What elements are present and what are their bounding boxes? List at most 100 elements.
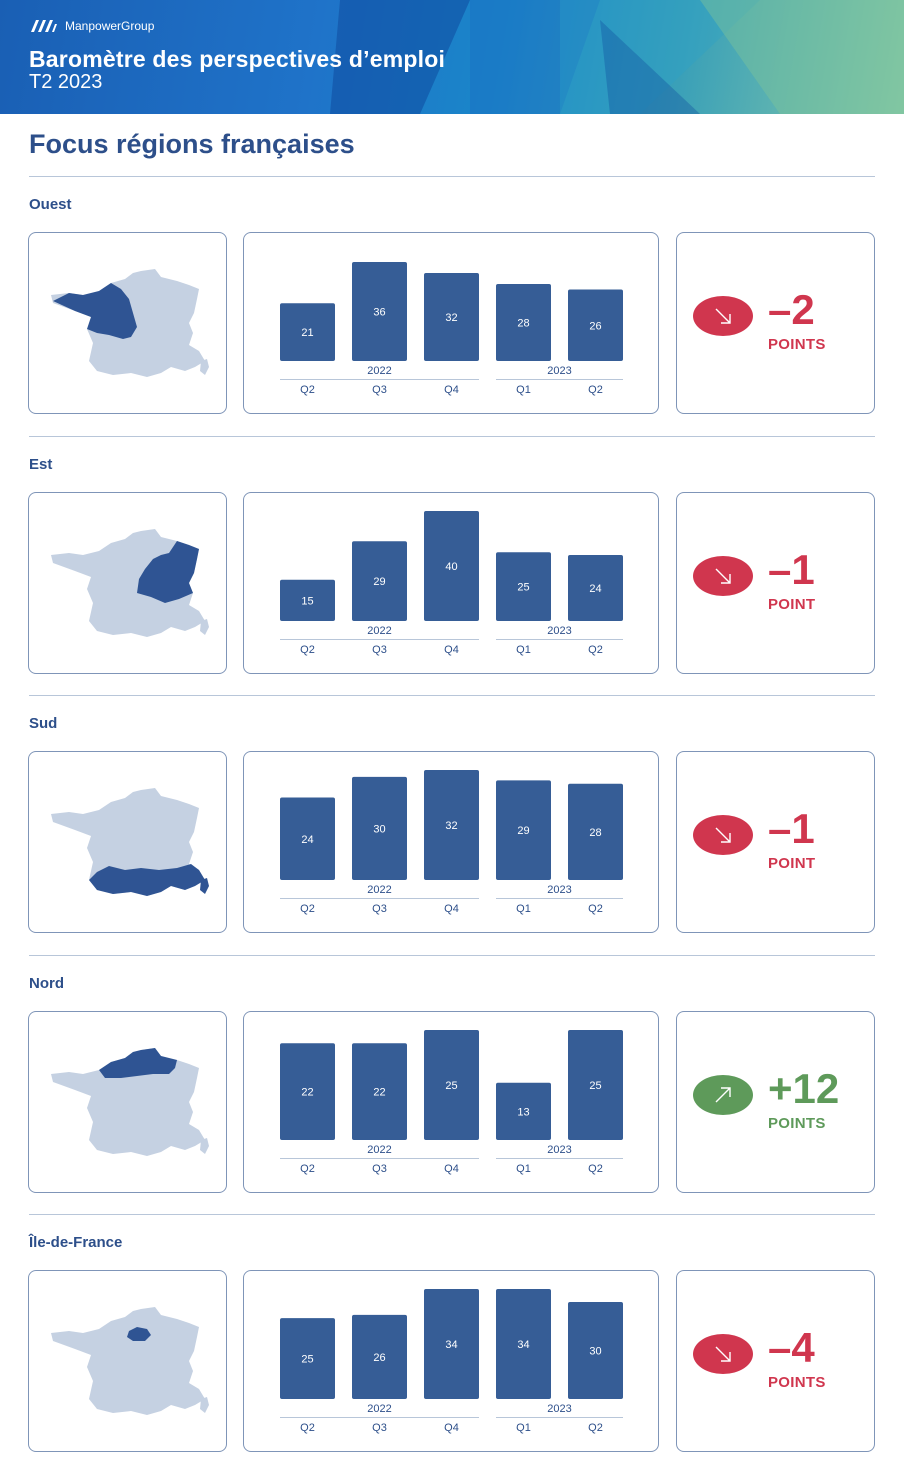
bar-value-label: 32	[445, 820, 457, 832]
divider	[29, 695, 875, 696]
region-title: Sud	[29, 715, 58, 732]
header-banner: ManpowerGroup Baromètre des perspectives…	[0, 0, 904, 114]
x-tick-label: Q3	[372, 1163, 387, 1175]
x-tick-label: Q2	[300, 644, 315, 656]
x-tick-label: Q4	[444, 903, 459, 915]
bar-chart: 24 Q2 30 Q3 32 Q4 29 Q1 28 Q2 2022 2023	[280, 770, 623, 915]
bar	[352, 1043, 407, 1140]
bar-value-label: 25	[589, 1080, 601, 1092]
bar	[496, 552, 551, 621]
brand-name: ManpowerGroup	[65, 19, 155, 33]
bar-chart-card: 15 Q2 29 Q3 40 Q4 25 Q1 24 Q2 2022 2023	[243, 492, 659, 674]
bar	[424, 770, 479, 880]
x-tick-label: Q3	[372, 1422, 387, 1434]
x-tick-label: Q1	[516, 644, 531, 656]
year-group-label: 2022	[367, 625, 391, 637]
x-tick-label: Q1	[516, 903, 531, 915]
bar	[496, 1289, 551, 1399]
x-tick-label: Q4	[444, 1163, 459, 1175]
delta-value: –4	[768, 1324, 815, 1371]
france-map-icon	[51, 1307, 209, 1415]
x-tick-label: Q2	[588, 384, 603, 396]
banner-title: Baromètre des perspectives d’emploi	[29, 46, 446, 72]
region-map-card	[28, 232, 227, 414]
bar-value-label: 25	[301, 1354, 313, 1366]
france-map-icon	[51, 1048, 209, 1156]
x-tick-label: Q4	[444, 384, 459, 396]
bar-value-label: 15	[301, 595, 313, 607]
delta-unit: POINTS	[768, 1374, 826, 1391]
trend-up-icon	[693, 1075, 753, 1115]
delta-unit: POINTS	[768, 1115, 826, 1132]
banner-subtitle: T2 2023	[29, 71, 103, 93]
year-group-label: 2023	[547, 365, 571, 377]
region-title: Île-de-France	[29, 1234, 123, 1251]
bar-value-label: 13	[517, 1106, 529, 1118]
bar-value-label: 34	[517, 1339, 529, 1351]
delta-value: +12	[768, 1065, 840, 1112]
bar	[424, 511, 479, 621]
bar-value-label: 24	[301, 834, 313, 846]
region-map-card	[28, 1270, 227, 1452]
year-group-label: 2023	[547, 625, 571, 637]
bar-value-label: 26	[373, 1352, 385, 1364]
delta-card: –1 POINT	[676, 492, 875, 674]
bar-value-label: 29	[517, 825, 529, 837]
delta-value: –2	[768, 286, 815, 333]
delta-card: +12 POINTS	[676, 1011, 875, 1193]
highlighted-region	[53, 283, 137, 339]
bar-value-label: 28	[517, 318, 529, 330]
france-map-icon	[51, 529, 209, 637]
corse-outline	[200, 619, 209, 635]
year-group-label: 2023	[547, 1403, 571, 1415]
trend-down-icon	[693, 815, 753, 855]
delta-card: –4 POINTS	[676, 1270, 875, 1452]
bar	[280, 1043, 335, 1140]
page-title: Focus régions françaises	[29, 129, 355, 159]
bar-value-label: 36	[373, 307, 385, 319]
highlighted-region	[127, 1327, 151, 1341]
bar-value-label: 22	[301, 1087, 313, 1099]
bar	[280, 1318, 335, 1399]
bar	[424, 273, 479, 361]
bar	[496, 284, 551, 361]
year-group-label: 2023	[547, 1144, 571, 1156]
region-map-card	[28, 1011, 227, 1193]
trend-down-icon	[693, 556, 753, 596]
bar-value-label: 34	[445, 1339, 457, 1351]
delta-card: –1 POINT	[676, 751, 875, 933]
bar-value-label: 32	[445, 312, 457, 324]
region-title: Ouest	[29, 196, 72, 213]
divider	[29, 1214, 875, 1215]
banner-decoration	[330, 0, 904, 114]
corse-outline	[200, 1138, 209, 1154]
bar-chart-card: 21 Q2 36 Q3 32 Q4 28 Q1 26 Q2 2022 2023	[243, 232, 659, 414]
delta-value: –1	[768, 805, 815, 852]
corse-outline	[200, 359, 209, 375]
delta-unit: POINT	[768, 596, 816, 613]
x-tick-label: Q2	[300, 1163, 315, 1175]
highlighted-region	[89, 864, 205, 896]
bar	[352, 262, 407, 361]
delta-card: –2 POINTS	[676, 232, 875, 414]
year-group-label: 2023	[547, 884, 571, 896]
divider	[29, 955, 875, 956]
bar-value-label: 25	[445, 1080, 457, 1092]
bar-value-label: 21	[301, 327, 313, 339]
x-tick-label: Q2	[300, 1422, 315, 1434]
divider	[29, 436, 875, 437]
year-group-label: 2022	[367, 1144, 391, 1156]
divider	[29, 176, 875, 177]
bar	[424, 1289, 479, 1399]
bar	[568, 555, 623, 621]
bar-chart: 25 Q2 26 Q3 34 Q4 34 Q1 30 Q2 2022 2023	[280, 1289, 623, 1434]
bar-chart: 15 Q2 29 Q3 40 Q4 25 Q1 24 Q2 2022 2023	[280, 511, 623, 656]
bar-chart-card: 22 Q2 22 Q3 25 Q4 13 Q1 25 Q2 2022 2023	[243, 1011, 659, 1193]
x-tick-label: Q1	[516, 1422, 531, 1434]
bar-value-label: 28	[589, 827, 601, 839]
region-title: Est	[29, 456, 53, 473]
delta-value: –1	[768, 546, 815, 593]
bar-value-label: 26	[589, 320, 601, 332]
delta-unit: POINTS	[768, 336, 826, 353]
bar	[568, 783, 623, 880]
